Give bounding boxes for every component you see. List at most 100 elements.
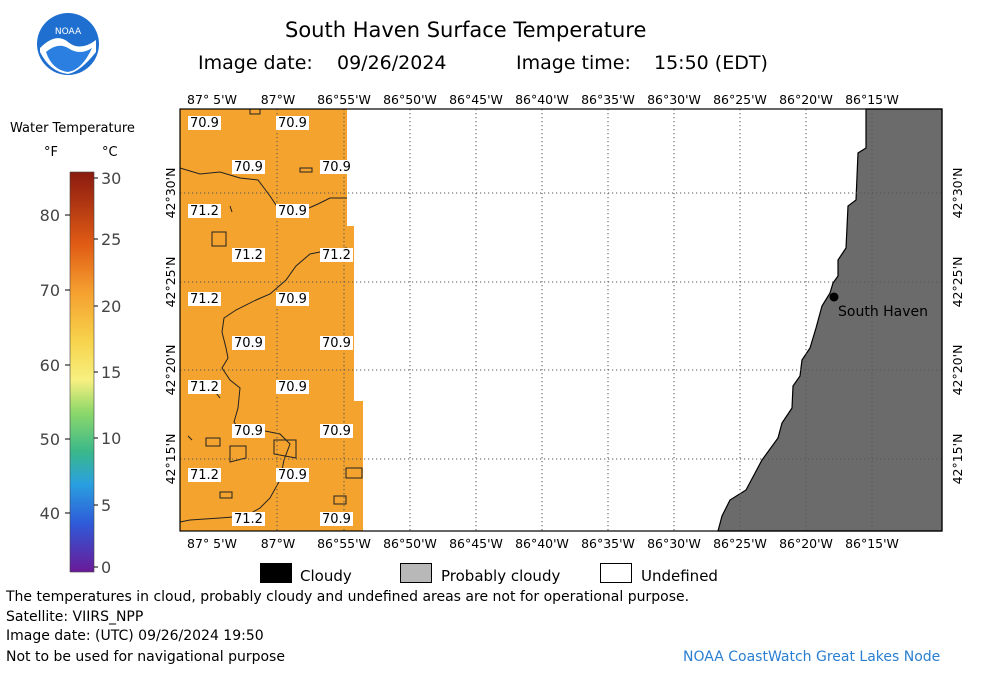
lon-label: 86°15'W [845, 92, 899, 107]
legend-swatch-undefined [600, 563, 632, 583]
map-frame [179, 108, 943, 532]
lon-label: 86°45'W [449, 536, 503, 551]
lat-label: 42°15'N [950, 434, 965, 485]
lon-label: 86°50'W [383, 92, 437, 107]
temperature-label: 70.9 [188, 116, 221, 131]
footer-satellite: Satellite: VIIRS_NPP [6, 609, 144, 625]
f-tick: 60 [40, 356, 60, 375]
lat-label: 42°30'N [950, 168, 965, 219]
unit-fahrenheit: °F [44, 145, 58, 160]
temperature-value: 70.9 [322, 160, 351, 175]
image-time-value: 15:50 (EDT) [654, 52, 768, 74]
c-tick: 10 [101, 429, 121, 448]
temperature-value: 71.2 [190, 468, 219, 483]
lon-labels-bottom: 87° 5'W 87°W 86°55'W 86°50'W 86°45'W 86°… [187, 536, 899, 551]
lon-label: 86°40'W [515, 92, 569, 107]
c-tick: 0 [101, 558, 111, 577]
temperature-value: 70.9 [234, 424, 263, 439]
f-tick: 80 [40, 206, 60, 225]
lat-label: 42°20'N [163, 345, 178, 396]
lon-label: 86°20'W [779, 536, 833, 551]
temperature-label: 70.9 [320, 336, 353, 351]
temperature-value: 71.2 [190, 204, 219, 219]
temperature-value: 70.9 [322, 512, 351, 527]
lon-label: 86°55'W [317, 92, 371, 107]
temperature-label: 70.9 [276, 468, 309, 483]
temperature-label: 71.2 [188, 468, 221, 483]
lat-label: 42°20'N [950, 345, 965, 396]
temperature-value: 70.9 [278, 380, 307, 395]
legend-swatch-cloudy [260, 563, 292, 583]
temperature-label: 70.9 [276, 204, 309, 219]
sst-map: 70.9 70.9 70.9 70.9 71.2 70.9 71.2 71.2 71.2 70.9… [163, 92, 965, 551]
temperature-label: 71.2 [232, 248, 265, 263]
temperature-value: 70.9 [234, 160, 263, 175]
lon-label: 86°35'W [581, 92, 635, 107]
temperature-value: 70.9 [278, 468, 307, 483]
land-area [717, 108, 943, 532]
temperature-label: 70.9 [320, 424, 353, 439]
lon-label: 86°50'W [383, 536, 437, 551]
temperature-label: 70.9 [276, 292, 309, 307]
c-tick: 5 [101, 496, 111, 515]
legend-swatch-probably-cloudy [400, 563, 432, 583]
lon-label: 86°20'W [779, 92, 833, 107]
legend-label-cloudy: Cloudy [300, 567, 352, 585]
f-tick: 40 [40, 504, 60, 523]
temperature-value: 71.2 [234, 512, 263, 527]
lon-label: 86°30'W [647, 92, 701, 107]
lon-label: 87° 5'W [187, 92, 237, 107]
lon-label: 86°15'W [845, 536, 899, 551]
temperature-value: 71.2 [190, 292, 219, 307]
temperature-label: 70.9 [320, 512, 353, 527]
temperature-value: 70.9 [278, 116, 307, 131]
lon-labels-top: 87° 5'W 87°W 86°55'W 86°50'W 86°45'W 86°… [187, 92, 899, 107]
legend-label-probably-cloudy: Probably cloudy [441, 567, 561, 585]
legend-label-undefined: Undefined [641, 567, 718, 585]
temperature-value: 70.9 [234, 336, 263, 351]
temperature-label: 70.9 [232, 424, 265, 439]
f-tick: 50 [40, 430, 60, 449]
temperature-label: 70.9 [232, 160, 265, 175]
temperature-value: 71.2 [190, 380, 219, 395]
city-label: South Haven [838, 304, 928, 320]
temperature-label: 71.2 [232, 512, 265, 527]
footer-utc-date: Image date: (UTC) 09/26/2024 19:50 [6, 628, 264, 644]
footer-credit: NOAA CoastWatch Great Lakes Node [683, 649, 941, 665]
lon-label: 87°W [261, 536, 296, 551]
colorbar-tick-marks [65, 177, 98, 568]
lat-label: 42°15'N [163, 434, 178, 485]
temperature-label: 71.2 [320, 248, 353, 263]
temperature-value: 71.2 [234, 248, 263, 263]
temperature-label: 70.9 [320, 160, 353, 175]
lon-label: 86°25'W [713, 92, 767, 107]
temperature-labels: 70.9 70.9 70.9 70.9 71.2 70.9 71.2 71.2 71.2 70.9… [188, 116, 353, 527]
image-date-label: Image date: [198, 52, 313, 74]
lat-label: 42°30'N [163, 168, 178, 219]
lat-labels-right: 42°30'N 42°25'N 42°20'N 42°15'N [950, 168, 965, 485]
lon-label: 86°45'W [449, 92, 503, 107]
c-tick: 20 [101, 297, 121, 316]
lon-label: 86°35'W [581, 536, 635, 551]
lon-label: 87° 5'W [187, 536, 237, 551]
temperature-label: 71.2 [188, 204, 221, 219]
c-tick: 30 [101, 169, 121, 188]
c-tick: 25 [101, 230, 121, 249]
page-title: South Haven Surface Temperature [285, 18, 647, 42]
c-tick: 15 [101, 363, 121, 382]
image-time-label: Image time: [516, 52, 631, 74]
temperature-value: 70.9 [278, 292, 307, 307]
lon-label: 86°25'W [713, 536, 767, 551]
lat-label: 42°25'N [950, 257, 965, 308]
image-date-value: 09/26/2024 [337, 52, 447, 74]
isotherm-contours [179, 109, 363, 523]
f-tick: 70 [40, 281, 60, 300]
lon-label: 86°55'W [317, 536, 371, 551]
lon-label: 86°40'W [515, 536, 569, 551]
temperature-value: 70.9 [322, 336, 351, 351]
logo-text: NOAA [55, 27, 82, 37]
water-temperature-area [180, 109, 363, 531]
south-haven-marker [829, 292, 839, 302]
temperature-value: 71.2 [322, 248, 351, 263]
lon-label: 87°W [261, 92, 296, 107]
